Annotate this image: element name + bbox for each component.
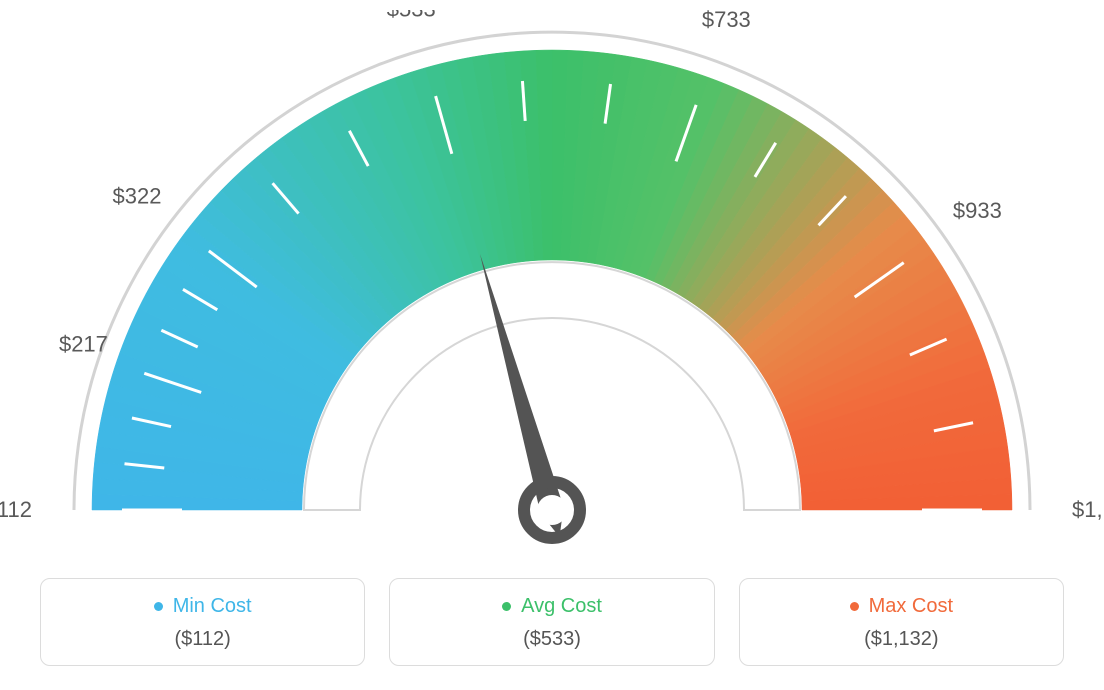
legend-dot-icon: [154, 602, 163, 611]
tick-label: $533: [387, 10, 436, 21]
legend-label-text: Avg Cost: [521, 595, 602, 618]
tick-label: $933: [953, 198, 1002, 223]
tick-label: $1,132: [1072, 497, 1104, 522]
needle-hub-inner: [537, 495, 567, 525]
legend-value-max: ($1,132): [752, 628, 1051, 651]
legend-label-text: Min Cost: [173, 595, 252, 618]
legend-card-avg: Avg Cost ($533): [389, 578, 714, 666]
gauge-svg: $112 $217 $322 $533 $733 $933 $1,132: [0, 10, 1104, 570]
legend-label-avg: Avg Cost: [502, 595, 602, 618]
tick-label: $217: [59, 332, 108, 357]
legend-dot-icon: [850, 602, 859, 611]
legend-row: Min Cost ($112) Avg Cost ($533) Max Cost ($1,…: [0, 578, 1104, 666]
gauge-area: $112 $217 $322 $533 $733 $933 $1,132: [0, 10, 1104, 570]
legend-card-max: Max Cost ($1,132): [739, 578, 1064, 666]
legend-label-max: Max Cost: [850, 595, 953, 618]
legend-label-min: Min Cost: [154, 595, 252, 618]
tick-label: $112: [0, 497, 32, 522]
legend-dot-icon: [502, 602, 511, 611]
legend-value-min: ($112): [53, 628, 352, 651]
legend-label-text: Max Cost: [869, 595, 953, 618]
legend-card-min: Min Cost ($112): [40, 578, 365, 666]
chart-container: $112 $217 $322 $533 $733 $933 $1,132 Min Cost (…: [0, 0, 1104, 690]
tick-label: $322: [113, 184, 162, 209]
legend-value-avg: ($533): [402, 628, 701, 651]
tick-label: $733: [702, 10, 751, 32]
